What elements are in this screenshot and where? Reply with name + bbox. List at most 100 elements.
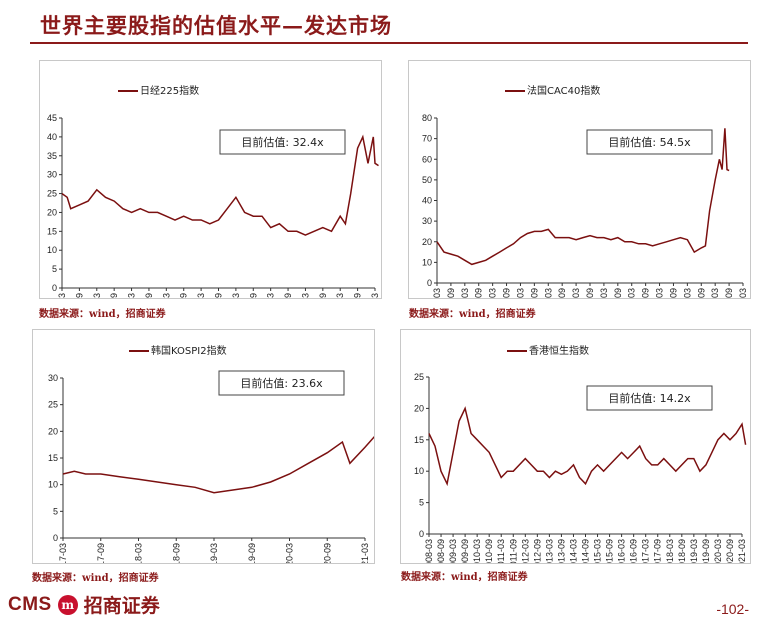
source-note: 数据来源：wind，招商证券 [32, 573, 159, 584]
x-tick-label: 2014-03 [543, 288, 553, 298]
y-tick-label: 20 [422, 237, 432, 247]
x-tick-label: 2020-09 [322, 543, 332, 563]
x-tick-label: 2016-09 [613, 288, 623, 298]
chart-panel-cac40: 法国CAC40指数 0 10 20 30 40 50 60 70 80 2010-03 2010-09… [408, 60, 751, 299]
x-tick-label: 2015-09 [585, 288, 595, 298]
series-line [428, 406, 747, 487]
x-tick-label: 2015-09 [179, 293, 189, 298]
x-tick-label: 2019-03 [209, 543, 219, 563]
y-tick-label: 45 [47, 113, 57, 123]
x-tick-label: 2012-09 [502, 288, 512, 298]
annotation-box [586, 129, 713, 155]
series-line [436, 128, 730, 266]
y-tick-label: 30 [47, 170, 57, 180]
x-tick-label: 2019-09 [247, 543, 257, 563]
x-tick-label: 2016-09 [629, 539, 639, 563]
x-tick-label: 2020-03 [285, 543, 295, 563]
annotation-box [218, 370, 345, 396]
x-tick-label: 2014-09 [581, 539, 591, 563]
x-tick-label: 2017-03 [231, 293, 241, 298]
x-tick-label: 2014-09 [144, 293, 154, 298]
x-tick-label: 2012-03 [57, 293, 67, 298]
x-tick-label: 2019-09 [318, 293, 328, 298]
x-tick-label: 2009-03 [448, 539, 458, 563]
x-tick-label: 2017-03 [641, 539, 651, 563]
x-tick-label: 2011-09 [508, 539, 518, 563]
x-tick-label: 2010-09 [446, 288, 456, 298]
y-tick-label: 5 [53, 506, 58, 516]
footer-logo: CMS m 招商证券 [8, 591, 160, 618]
x-tick-label: 2008-03 [424, 539, 434, 563]
legend-label: 法国CAC40指数 [527, 84, 600, 97]
y-tick-label: 40 [47, 132, 57, 142]
x-tick-label: 2017-03 [627, 288, 637, 298]
x-tick-label: 2017-09 [248, 293, 258, 298]
x-tick-label: 2013-03 [92, 293, 102, 298]
legend-label: 日经225指数 [140, 84, 199, 97]
x-tick-label: 2013-09 [529, 288, 539, 298]
x-tick-label: 2012-09 [74, 293, 84, 298]
x-tick-label: 2018-09 [283, 293, 293, 298]
x-tick-label: 2018-09 [668, 288, 678, 298]
brand-text: CMS [8, 593, 52, 615]
y-tick-label: 0 [419, 529, 424, 539]
x-tick-label: 2018-03 [655, 288, 665, 298]
x-tick-label: 2020-03 [710, 288, 720, 298]
y-tick-label: 5 [52, 264, 57, 274]
y-tick-label: 25 [414, 372, 424, 382]
x-tick-label: 2016-09 [214, 293, 224, 298]
y-tick-label: 10 [47, 245, 57, 255]
x-tick-label: 2018-03 [134, 543, 144, 563]
x-tick-label: 2019-03 [682, 288, 692, 298]
y-tick-label: 10 [422, 257, 432, 267]
y-tick-label: 80 [422, 113, 432, 123]
x-tick-label: 2015-03 [571, 288, 581, 298]
brand-name: 招商证券 [83, 595, 160, 617]
annotation-box [219, 129, 346, 155]
annotation-text: 目前估值: 32.4x [241, 135, 324, 149]
x-tick-label: 2011-03 [460, 288, 470, 298]
y-tick-label: 15 [47, 226, 57, 236]
x-tick-label: 2016-03 [196, 293, 206, 298]
x-tick-label: 2011-09 [474, 288, 484, 298]
x-tick-label: 2010-03 [472, 539, 482, 563]
x-tick-label: 2020-03 [713, 539, 723, 563]
x-tick-label: 2021-03 [370, 293, 380, 298]
y-tick-label: 25 [47, 189, 57, 199]
chart-hsi: 香港恒生指数 0 5 10 15 20 25 2008-03 2008-09 2009-03 200… [414, 344, 747, 563]
legend: 法国CAC40指数 [505, 84, 600, 97]
y-tick-label: 30 [422, 216, 432, 226]
y-tick-label: 0 [53, 533, 58, 543]
x-tick-label: 2011-03 [496, 539, 506, 563]
x-tick-label: 2021-03 [737, 539, 747, 563]
title-divider [30, 42, 748, 44]
x-tick-label: 2012-09 [532, 539, 542, 563]
source-note: 数据来源：wind，招商证券 [39, 309, 166, 320]
x-tick-label: 2017-09 [653, 539, 663, 563]
x-tick-label: 2019-03 [300, 293, 310, 298]
y-tick-label: 15 [414, 435, 424, 445]
x-tick-label: 2015-03 [593, 539, 603, 563]
x-tick-label: 2014-03 [127, 293, 137, 298]
x-tick-label: 2019-09 [701, 539, 711, 563]
y-tick-label: 0 [52, 283, 57, 293]
annotation-text: 目前估值: 14.2x [608, 391, 691, 405]
y-tick-label: 25 [48, 400, 58, 410]
x-tick-label: 2016-03 [617, 539, 627, 563]
y-tick-label: 50 [422, 175, 432, 185]
x-tick-label: 2008-09 [436, 539, 446, 563]
source-note: 数据来源：wind，招商证券 [401, 572, 528, 583]
x-tick-label: 2020-09 [724, 288, 734, 298]
source-note: 数据来源：wind，招商证券 [409, 309, 536, 320]
x-tick-label: 2018-09 [171, 543, 181, 563]
x-tick-label: 2015-09 [605, 539, 615, 563]
x-tick-label: 2019-09 [696, 288, 706, 298]
x-tick-label: 2013-09 [556, 539, 566, 563]
x-tick-label: 2014-03 [568, 539, 578, 563]
chart-panel-hsi: 香港恒生指数 0 5 10 15 20 25 2008-03 2008-09 2009-03 200… [400, 329, 751, 564]
legend: 韩国KOSPI2指数 [129, 344, 227, 357]
y-tick-label: 30 [48, 373, 58, 383]
x-tick-label: 2019-03 [689, 539, 699, 563]
x-tick-label: 2009-09 [460, 539, 470, 563]
x-tick-label: 2020-09 [353, 293, 363, 298]
